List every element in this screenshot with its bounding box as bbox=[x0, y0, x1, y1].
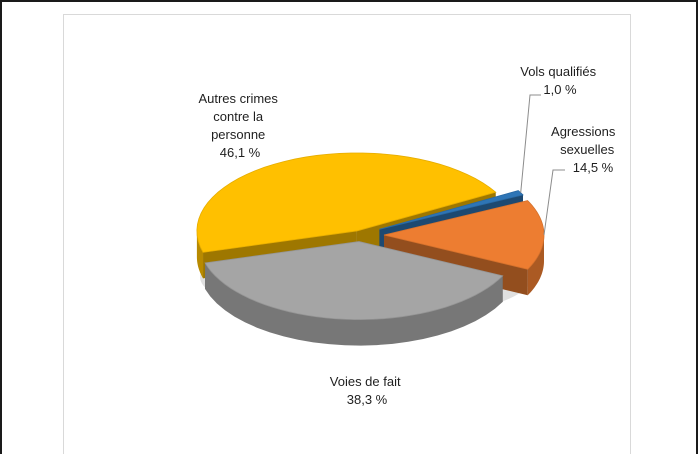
leader-line-vols-qualifies bbox=[520, 94, 541, 193]
leader-line-agressions-sexuelles bbox=[543, 169, 565, 235]
slice-label-agressions-sexuelles: Agressions sexuelles 14,5 % bbox=[551, 124, 619, 175]
slice-vols-qualifies bbox=[379, 190, 524, 230]
slice-label-autres-crimes: Autres crimes contre la personne 46,1 % bbox=[198, 91, 281, 160]
slice-label-voies-de-fait: Voies de fait 38,3 % bbox=[330, 374, 404, 407]
slice-voies-de-fait bbox=[204, 241, 504, 320]
slice-autres-crimes bbox=[196, 152, 497, 253]
slice-label-vols-qualifies: Vols qualifiés 1,0 % bbox=[520, 64, 600, 97]
